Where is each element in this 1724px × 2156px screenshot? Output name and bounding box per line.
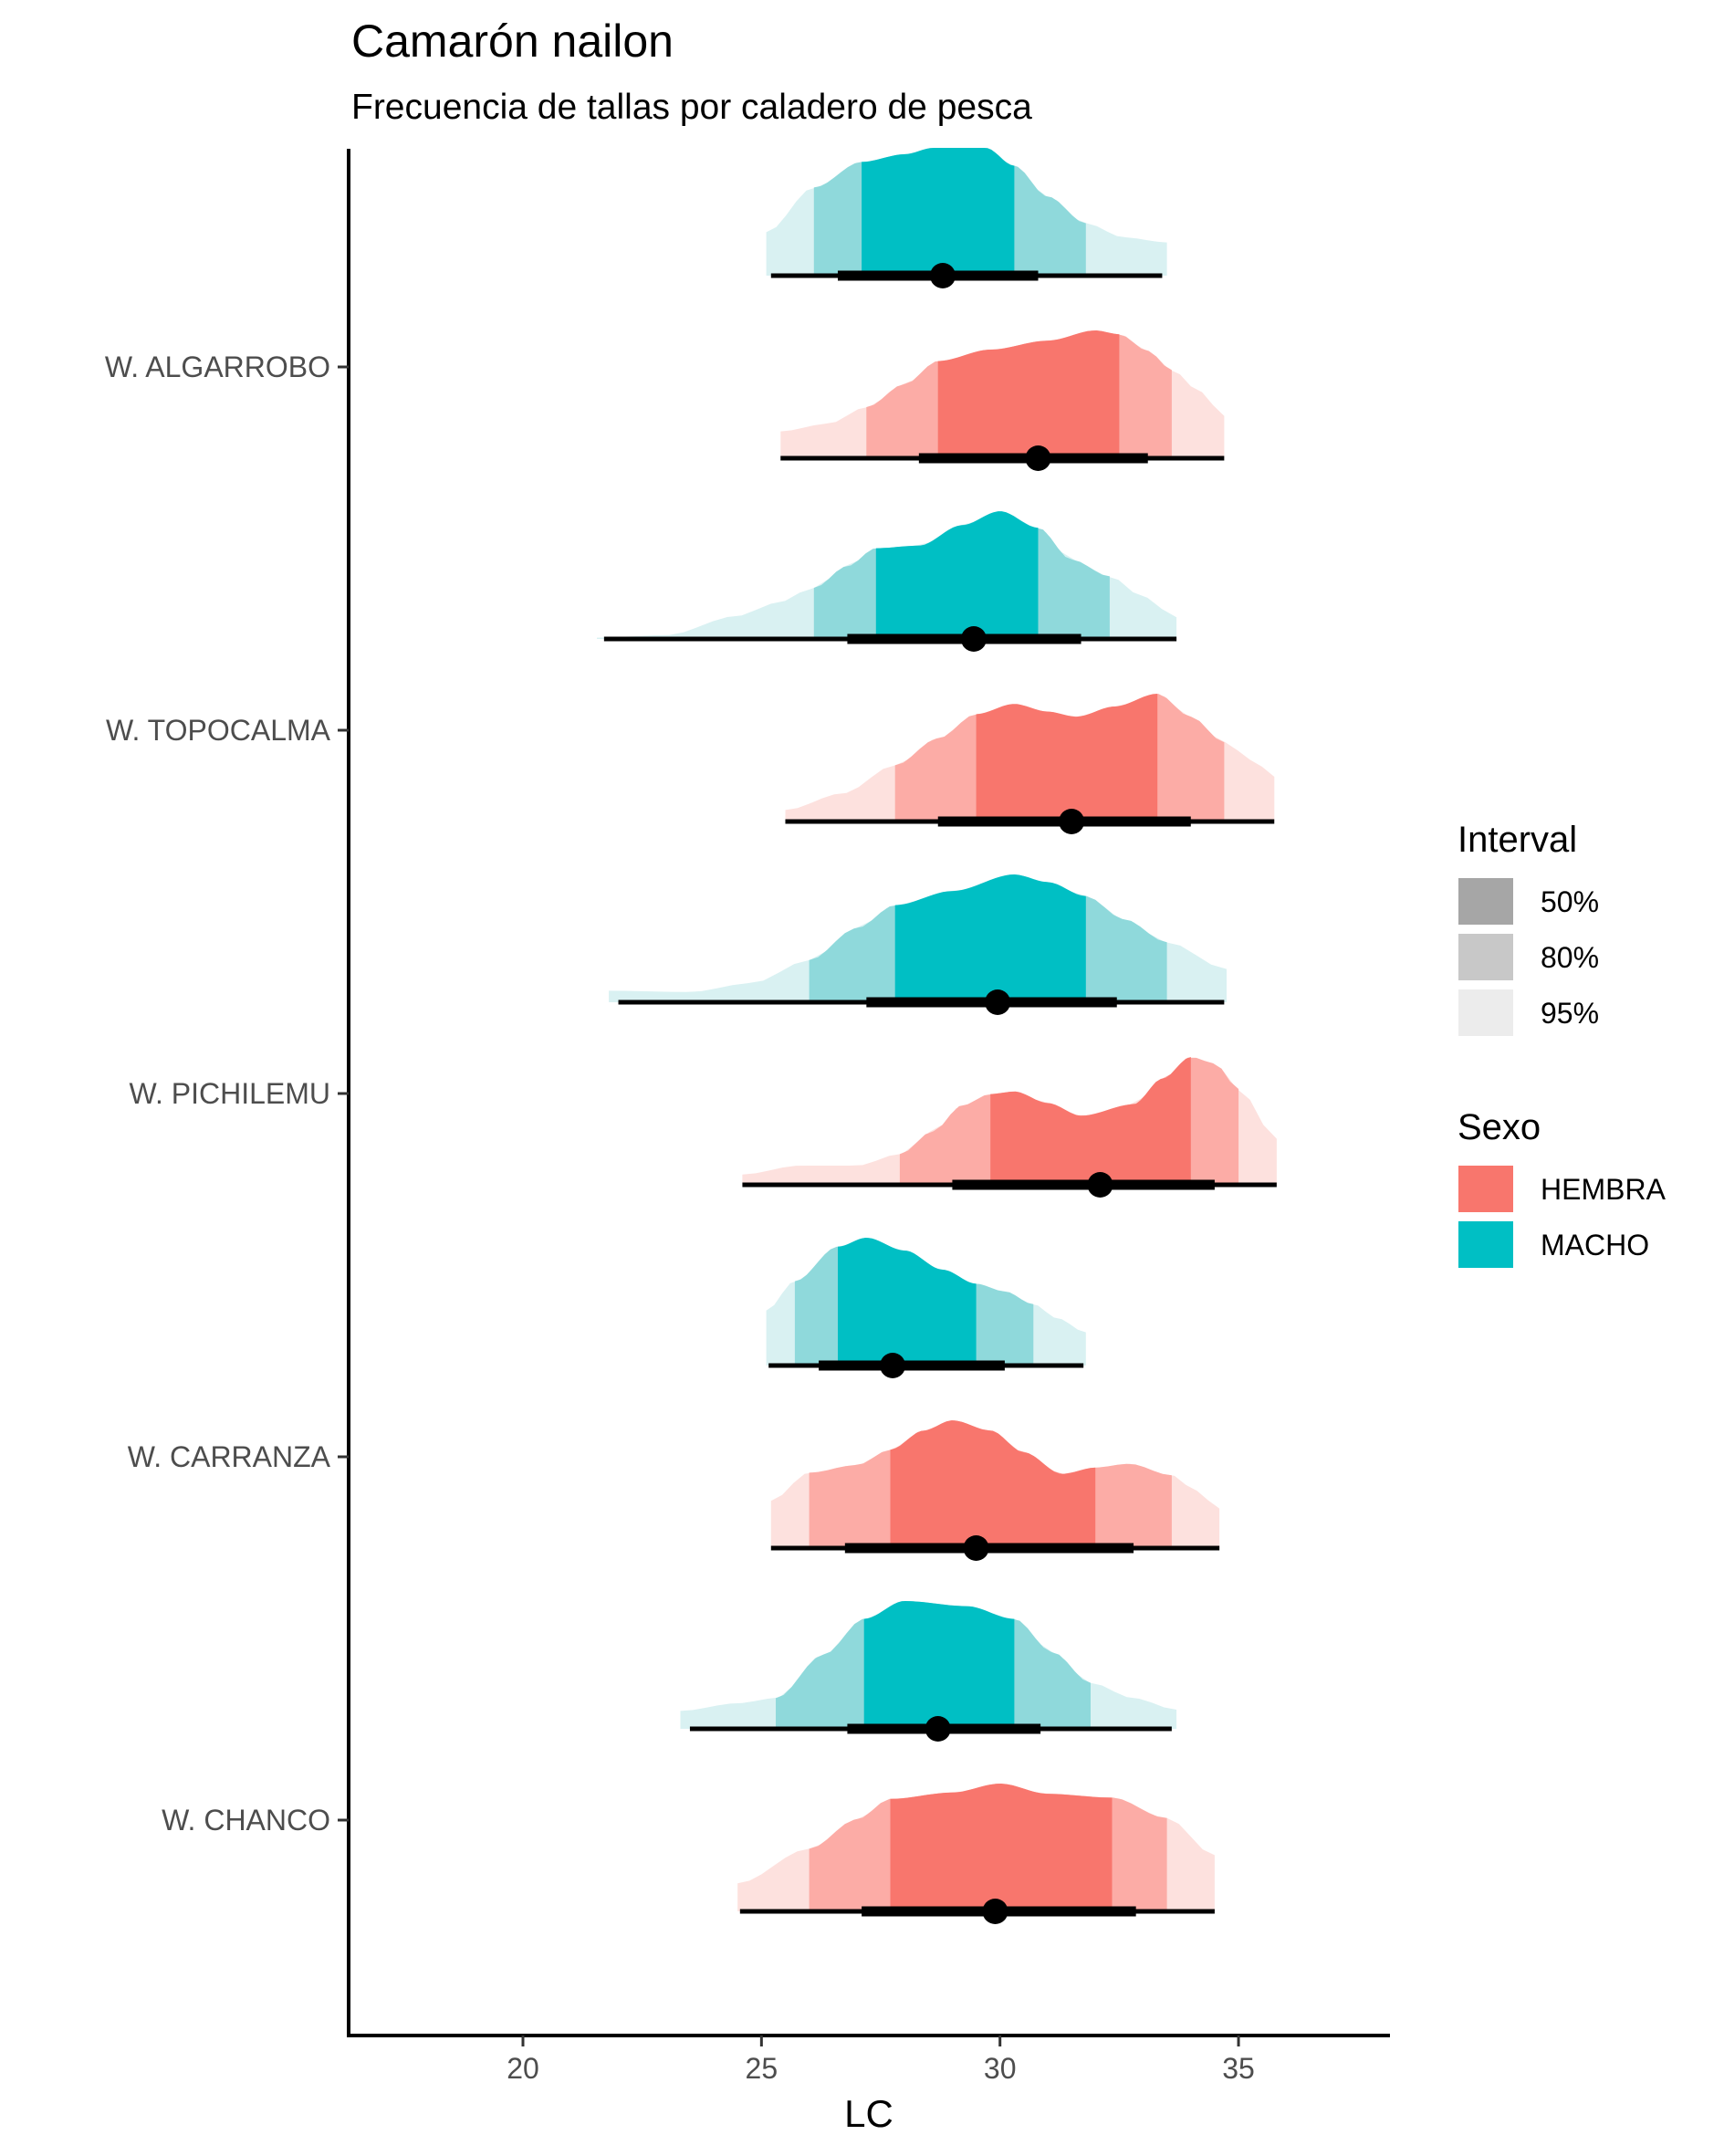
chart-subtitle: Frecuencia de tallas por caladero de pes… <box>351 88 1032 127</box>
legend-key-macho <box>1458 1221 1513 1268</box>
y-tick-label: W. CHANCO <box>162 1804 330 1837</box>
legend-key-50pct <box>1458 878 1513 925</box>
density-50-interval <box>890 1784 1113 1911</box>
legend-key-hembra <box>1458 1166 1513 1212</box>
x-axis: 20 25 30 35 <box>507 2036 1255 2085</box>
y-tick-label: W. CARRANZA <box>128 1440 331 1473</box>
halfeye-w-carranzamacho <box>766 1238 1086 1378</box>
median-point <box>925 1716 951 1742</box>
legend-label: 50% <box>1541 885 1599 918</box>
x-tick-label: 20 <box>507 2052 539 2085</box>
legend-label: MACHO <box>1541 1229 1649 1261</box>
density-50-interval <box>976 694 1158 822</box>
density-50-interval <box>990 1057 1191 1185</box>
median-point <box>880 1353 906 1378</box>
plot-panel <box>597 148 1277 1924</box>
median-point <box>982 1899 1008 1924</box>
legend-label: HEMBRA <box>1541 1173 1667 1206</box>
halfeye-w-topocalmamacho <box>597 511 1177 652</box>
halfeye-w-topocalmahembra <box>785 694 1275 834</box>
median-point <box>985 989 1011 1015</box>
halfeye-w-algarrobomacho <box>766 148 1167 288</box>
y-tick-label: W. ALGARROBO <box>105 351 330 383</box>
halfeye-w-chancohembra <box>737 1784 1215 1924</box>
median-point <box>1025 445 1051 471</box>
density-50-interval <box>937 330 1120 458</box>
median-point <box>929 263 956 288</box>
legend-key-80pct <box>1458 934 1513 980</box>
density-50-interval <box>894 874 1086 1002</box>
x-tick-label: 25 <box>746 2052 778 2085</box>
legend-interval-title: Interval <box>1458 820 1577 860</box>
legend-label: 95% <box>1541 997 1599 1030</box>
halfeye-w-pichilemuhembra <box>742 1057 1277 1198</box>
legend-sexo-title: Sexo <box>1458 1107 1541 1147</box>
median-point <box>1087 1172 1113 1198</box>
density-50-interval <box>862 148 1015 276</box>
legend-label: 80% <box>1541 941 1599 974</box>
median-point <box>963 1535 989 1561</box>
halfeye-w-algarrobohembra <box>780 330 1225 471</box>
halfeye-w-pichilemumacho <box>609 874 1227 1015</box>
legend: Interval 50% 80% 95% Sexo HEMBRA MACHO <box>1458 820 1667 1268</box>
x-tick-label: 30 <box>984 2052 1017 2085</box>
median-point <box>1059 809 1085 834</box>
density-50-interval <box>863 1601 1015 1729</box>
y-axis: W. ALGARROBO W. TOPOCALMA W. PICHILEMU W. C… <box>105 351 349 1837</box>
density-50-interval <box>875 511 1039 639</box>
chart-title: Camarón nailon <box>351 16 674 67</box>
density-50-interval <box>890 1420 1096 1548</box>
density-50-interval <box>838 1238 977 1366</box>
median-point <box>960 626 987 652</box>
x-axis-title: LC <box>844 2092 893 2135</box>
x-tick-label: 35 <box>1222 2052 1255 2085</box>
halfeye-w-chancomacho <box>680 1601 1177 1742</box>
y-tick-label: W. TOPOCALMA <box>106 714 331 747</box>
halfeye-w-carranzahembra <box>770 1420 1220 1561</box>
y-tick-label: W. PICHILEMU <box>130 1077 330 1110</box>
legend-key-95pct <box>1458 989 1513 1036</box>
